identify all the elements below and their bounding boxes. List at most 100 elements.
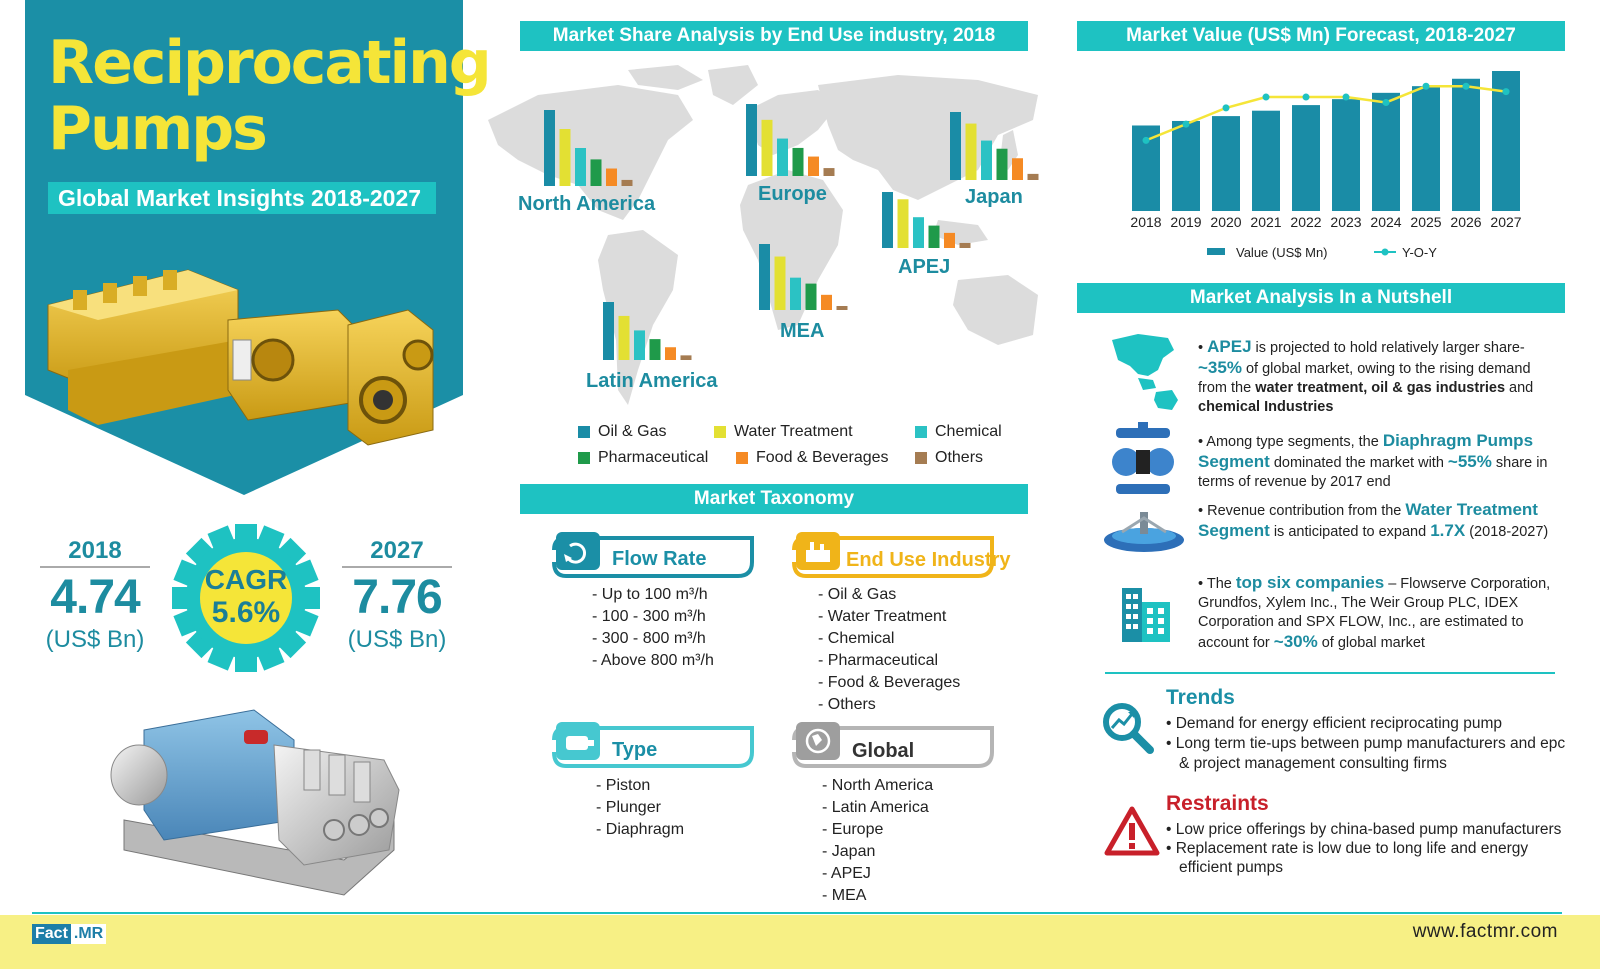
region-bar bbox=[792, 147, 804, 176]
list-item: - Up to 100 m³/h bbox=[592, 586, 708, 603]
yoy-point bbox=[1302, 93, 1310, 101]
forecast-tick-label: 2026 bbox=[1450, 214, 1481, 230]
forecast-bar bbox=[1252, 110, 1280, 211]
text-run: and bbox=[1505, 380, 1534, 396]
forecast-tick-label: 2018 bbox=[1130, 214, 1161, 230]
region-bar bbox=[603, 302, 614, 360]
taxonomy-header: Market Taxonomy bbox=[520, 484, 1028, 514]
end-use-list: - Oil & Gas - Water Treatment - Chemical - … bbox=[818, 584, 960, 716]
end-unit: (US$ Bn) bbox=[347, 626, 447, 653]
forecast-bar bbox=[1172, 120, 1200, 211]
text-run: (2018-2027) bbox=[1465, 524, 1549, 540]
region-bar bbox=[959, 242, 971, 248]
list-item: • Long term tie-ups between pump manufac… bbox=[1166, 735, 1566, 772]
legend-label-yoy: Y-O-Y bbox=[1402, 245, 1437, 260]
list-item: - Japan bbox=[822, 843, 876, 860]
forecast-tick-label: 2024 bbox=[1370, 214, 1401, 230]
list-item: - Plunger bbox=[596, 799, 661, 816]
region-label-latin-america: Latin America bbox=[586, 370, 718, 392]
text-run: is projected to hold relatively larger s… bbox=[1251, 340, 1525, 356]
region-label-japan: Japan bbox=[965, 186, 1023, 208]
footer-divider bbox=[32, 912, 1562, 914]
legend-item-chemical: Chemical bbox=[915, 423, 1002, 441]
yoy-point bbox=[1462, 82, 1470, 90]
title-line-1: Reciprocating bbox=[48, 28, 492, 98]
region-bar bbox=[649, 339, 661, 360]
forecast-bar bbox=[1332, 99, 1360, 211]
blue-pump-image bbox=[110, 709, 400, 896]
forecast-tick-label: 2021 bbox=[1250, 214, 1281, 230]
type-title: Type bbox=[612, 739, 658, 761]
region-bar bbox=[805, 283, 817, 310]
start-year: 2018 bbox=[68, 537, 122, 564]
legend-item-others: Others bbox=[915, 449, 983, 467]
bars-japan bbox=[950, 112, 1039, 180]
global-list: - North America - Latin America - Europe - … bbox=[822, 775, 933, 907]
yoy-point bbox=[1422, 82, 1430, 90]
global-frame bbox=[792, 722, 994, 768]
region-bar bbox=[759, 244, 770, 310]
warning-icon bbox=[1104, 806, 1160, 856]
forecast-tick-label: 2023 bbox=[1330, 214, 1361, 230]
legend-label: Water Treatment bbox=[734, 423, 853, 440]
region-bar bbox=[897, 199, 909, 248]
nutshell-header: Market Analysis In a Nutshell bbox=[1077, 283, 1565, 313]
text-run: • Among type segments, the bbox=[1198, 434, 1383, 450]
bars-europe bbox=[746, 104, 835, 176]
gear-icon bbox=[172, 524, 320, 672]
yoy-point bbox=[1342, 93, 1350, 101]
nutshell-point-diaphragm: • Among type segments, the Diaphragm Pum… bbox=[1198, 431, 1558, 492]
website-link[interactable]: www.factmr.com bbox=[1412, 921, 1558, 942]
trends-list: • Demand for energy efficient reciprocat… bbox=[1166, 714, 1566, 774]
bars-mea bbox=[759, 244, 848, 310]
list-item: • Replacement rate is low due to long li… bbox=[1166, 840, 1529, 876]
highlight-companies: top six companies bbox=[1235, 573, 1385, 592]
highlight-industries: water treatment, oil & gas industries bbox=[1255, 380, 1506, 396]
bars-north-america bbox=[544, 110, 633, 186]
start-unit: (US$ Bn) bbox=[45, 626, 145, 653]
legend-swatch bbox=[578, 452, 590, 464]
bars-apej bbox=[882, 192, 971, 248]
list-item: - Above 800 m³/h bbox=[592, 652, 714, 669]
region-bar bbox=[559, 129, 571, 186]
cagr-label: CAGR bbox=[204, 564, 288, 595]
region-bar bbox=[746, 104, 757, 176]
title-line-2: Pumps bbox=[48, 94, 268, 164]
cagr-value: 5.6% bbox=[211, 596, 281, 629]
list-item: - 300 - 800 m³/h bbox=[592, 630, 706, 647]
restraints-list: • Low price offerings by china-based pum… bbox=[1166, 820, 1566, 877]
nutshell-point-companies: • The top six companies – Flowserve Corp… bbox=[1198, 573, 1558, 653]
legend-label: Pharmaceutical bbox=[598, 449, 709, 466]
flow-rate-frame bbox=[552, 532, 754, 578]
text-run: • The bbox=[1198, 576, 1236, 592]
nutshell-point-apej: • APEJ is projected to hold relatively l… bbox=[1198, 337, 1558, 417]
list-item: - Food & Beverages bbox=[818, 674, 961, 691]
legend-item-oil-gas: Oil & Gas bbox=[578, 423, 666, 441]
flow-rate-title: Flow Rate bbox=[612, 548, 707, 570]
region-bar bbox=[950, 112, 961, 180]
forecast-tick-label: 2027 bbox=[1490, 214, 1521, 230]
region-bar bbox=[680, 355, 692, 360]
legend-swatch bbox=[915, 426, 927, 438]
legend-label: Food & Beverages bbox=[756, 449, 889, 466]
highlight-growth: 1.7X bbox=[1430, 521, 1466, 540]
brand-part-b: .MR bbox=[70, 924, 107, 944]
flow-rate-list: - Up to 100 m³/h - 100 - 300 m³/h - 300 - … bbox=[592, 584, 714, 672]
legend-label-value: Value (US$ Mn) bbox=[1236, 245, 1328, 260]
trends-title: Trends bbox=[1166, 686, 1235, 709]
water-treatment-icon bbox=[1104, 512, 1184, 552]
map-section-header: Market Share Analysis by End Use industr… bbox=[520, 21, 1028, 51]
end-use-title: End Use Industry bbox=[846, 549, 1011, 571]
region-bar bbox=[965, 123, 977, 180]
legend-swatch-value bbox=[1207, 248, 1225, 255]
legend-swatch bbox=[736, 452, 748, 464]
yoy-point bbox=[1382, 98, 1390, 106]
building-icon bbox=[1122, 588, 1170, 642]
region-label-mea: MEA bbox=[780, 320, 825, 342]
yoy-line bbox=[1145, 84, 1507, 142]
region-label-apej: APEJ bbox=[898, 256, 951, 278]
region-bar bbox=[761, 119, 773, 176]
legend-item-food-beverages: Food & Beverages bbox=[736, 449, 889, 467]
list-item: - 100 - 300 m³/h bbox=[592, 608, 706, 625]
region-label-north-america: North America bbox=[518, 193, 656, 215]
